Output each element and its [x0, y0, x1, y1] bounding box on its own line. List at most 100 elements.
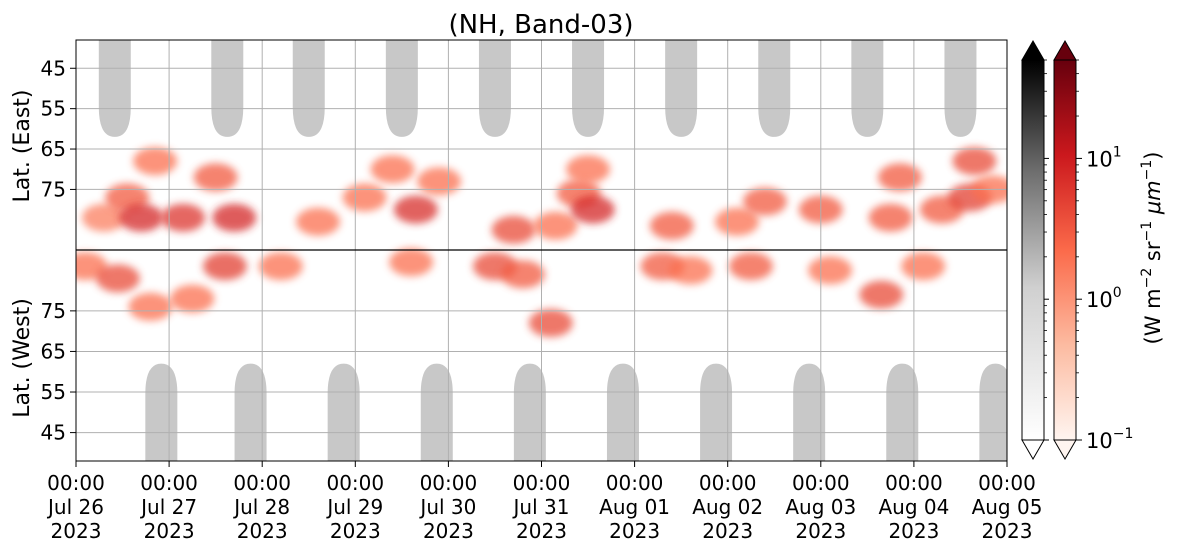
x-tick-label: 00:00 Aug 02 2023 [692, 471, 763, 543]
x-tick-label: 00:00 Jul 26 2023 [46, 471, 105, 543]
x-tick-label-line: 00:00 [326, 471, 384, 495]
x-tick-label: 00:00 Aug 04 2023 [878, 471, 949, 543]
emission-cluster-east [212, 203, 257, 232]
emission-cluster-east [649, 211, 694, 240]
emission-cluster-east [81, 203, 126, 232]
x-tick-label-line: 00:00 [885, 471, 943, 495]
x-tick-label-line: 2023 [237, 519, 288, 543]
x-tick-label: 00:00 Jul 30 2023 [418, 471, 477, 543]
x-tick-label-line: 00:00 [513, 471, 571, 495]
emission-cluster-west [389, 248, 434, 277]
x-tick-label-line: 2023 [423, 519, 474, 543]
x-tick-label-line: Aug 02 [692, 495, 763, 519]
night-lobe-west [979, 363, 1007, 461]
y-tick-label: 65 [41, 137, 66, 161]
x-tick-label-line: 00:00 [420, 471, 478, 495]
x-tick-label-line: Jul 27 [139, 495, 197, 519]
y-tick-label: 75 [41, 299, 66, 323]
emission-cluster-west [859, 280, 904, 309]
colorbar-tick-exp: −1 [1113, 426, 1134, 442]
y-tick-label: 55 [41, 97, 66, 121]
night-lobe-east [572, 40, 605, 137]
colorbar-label: (W m−2 sr−1 μm−1) [1139, 152, 1165, 345]
colorbar-red-body [1053, 59, 1077, 441]
y-axis: 45 55 65 75 75 65 55 45 [41, 56, 76, 445]
emission-cluster-east [533, 211, 578, 240]
emission-cluster-east [877, 163, 922, 192]
x-tick-label-line: 00:00 [699, 471, 757, 495]
emission-cluster-west [728, 252, 773, 281]
emission-cluster-east [342, 183, 387, 212]
emission-layer [76, 147, 1007, 338]
colorbar-gray-extend-max [1021, 40, 1045, 61]
x-tick-label: 00:00 Jul 28 2023 [232, 471, 291, 543]
x-tick-label: 00:00 Aug 05 2023 [972, 471, 1043, 543]
cbar-label-part: ) [1141, 152, 1165, 160]
night-lobe-east [478, 40, 511, 137]
x-tick-label-line: Aug 01 [599, 495, 670, 519]
colorbar-tick-label: 101 [1086, 144, 1122, 171]
emission-cluster-east [417, 167, 462, 196]
night-lobe-east [944, 40, 977, 137]
x-tick-label-line: 00:00 [606, 471, 664, 495]
emission-cluster-east [393, 195, 438, 224]
colorbar-tick-exp: 0 [1113, 285, 1122, 301]
x-tick-label-line: Jul 26 [46, 495, 104, 519]
night-lobe-west [327, 363, 360, 461]
colorbar-tick-base: 10 [1086, 288, 1113, 312]
x-tick-label: 00:00 Jul 31 2023 [512, 471, 571, 543]
emission-cluster-east [119, 203, 164, 232]
emission-cluster-west [128, 292, 173, 321]
night-lobe-west [793, 363, 826, 461]
colorbar-red-extend-max [1053, 40, 1077, 61]
night-lobe-west [886, 363, 919, 461]
emission-cluster-east [952, 147, 997, 176]
colorbar-red [1053, 40, 1077, 460]
x-tick-label-line: 00:00 [233, 471, 291, 495]
emission-cluster-east [491, 215, 536, 244]
night-lobe-east [98, 40, 131, 137]
colorbar-gray-body [1021, 59, 1045, 441]
x-tick-label-line: 2023 [144, 519, 195, 543]
x-tick-label: 00:00 Jul 27 2023 [139, 471, 198, 543]
x-tick-label-line: 2023 [51, 519, 102, 543]
colorbar-gray-extend-min [1021, 439, 1045, 460]
x-tick-label-line: Aug 05 [972, 495, 1043, 519]
night-lobe-west [606, 363, 639, 461]
night-lobe-west [420, 363, 453, 461]
x-tick-label: 00:00 Aug 01 2023 [599, 471, 670, 543]
plot-area [75, 39, 1008, 462]
night-lobe-west [145, 363, 178, 461]
emission-cluster-west [170, 284, 215, 313]
cbar-label-part: μm [1141, 180, 1165, 221]
x-tick-label-line: Jul 31 [512, 495, 570, 519]
emission-cluster-west [95, 264, 140, 293]
emission-cluster-west [668, 256, 713, 285]
x-tick-label: 00:00 Jul 29 2023 [325, 471, 384, 543]
night-lobe-east [385, 40, 418, 137]
emission-cluster-east [193, 163, 238, 192]
night-lobe-east [758, 40, 791, 137]
emission-cluster-west [500, 260, 545, 289]
emission-cluster-west [202, 252, 247, 281]
night-lobe-west [234, 363, 267, 461]
colorbar-tick-exp: 1 [1113, 144, 1122, 160]
emission-cluster-east [133, 147, 178, 176]
emission-cluster-west [808, 256, 853, 285]
night-lobe-east [851, 40, 884, 137]
night-lobe-east [665, 40, 698, 137]
x-tick-label: 00:00 Aug 03 2023 [785, 471, 856, 543]
y-tick-label: 75 [41, 177, 66, 201]
x-tick-label-line: 2023 [702, 519, 753, 543]
emission-cluster-east [370, 155, 415, 184]
night-lobe-east [292, 40, 325, 137]
emission-cluster-east [296, 207, 341, 236]
colorbar-tick-base: 10 [1086, 429, 1113, 453]
colorbar-gray [1021, 40, 1045, 460]
x-tick-label-line: 2023 [795, 519, 846, 543]
emission-cluster-east [742, 187, 787, 216]
cbar-label-part: sr [1141, 241, 1165, 268]
